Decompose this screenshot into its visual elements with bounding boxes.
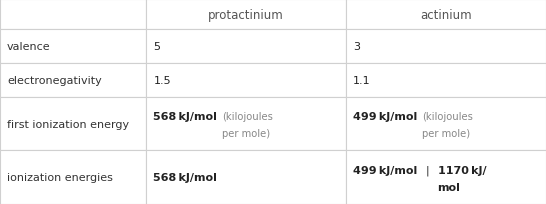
Text: 1170 kJ/: 1170 kJ/ [437,165,486,175]
Bar [146,151,346,204]
Bar [346,0,546,30]
Text: first ionization energy: first ionization energy [7,119,129,129]
Text: 1.1: 1.1 [353,76,371,86]
Bar [346,98,546,151]
Text: |: | [426,165,429,175]
Bar [0,64,146,98]
Text: (kilojoules: (kilojoules [222,112,272,122]
Text: valence: valence [7,42,51,52]
Bar [0,98,146,151]
Text: 499 kJ/mol: 499 kJ/mol [353,165,418,175]
Text: ionization energies: ionization energies [7,172,113,182]
Bar [146,30,346,64]
Bar [346,151,546,204]
Bar [146,98,346,151]
Bar [146,0,346,30]
Bar [0,151,146,204]
Text: 5: 5 [153,42,161,52]
Text: actinium: actinium [420,9,472,22]
Bar [0,30,146,64]
Text: 3: 3 [353,42,360,52]
Text: per mole): per mole) [422,129,470,139]
Text: 568 kJ/mol: 568 kJ/mol [153,172,217,182]
Text: protactinium: protactinium [209,9,284,22]
Bar [346,30,546,64]
Text: 1.5: 1.5 [153,76,171,86]
Bar [346,64,546,98]
Text: 568 kJ/mol: 568 kJ/mol [153,112,217,122]
Text: mol: mol [437,182,460,192]
Text: (kilojoules: (kilojoules [422,112,473,122]
Bar [146,64,346,98]
Text: 499 kJ/mol: 499 kJ/mol [353,112,418,122]
Text: per mole): per mole) [222,129,270,139]
Text: electronegativity: electronegativity [7,76,102,86]
Bar [0,0,146,30]
